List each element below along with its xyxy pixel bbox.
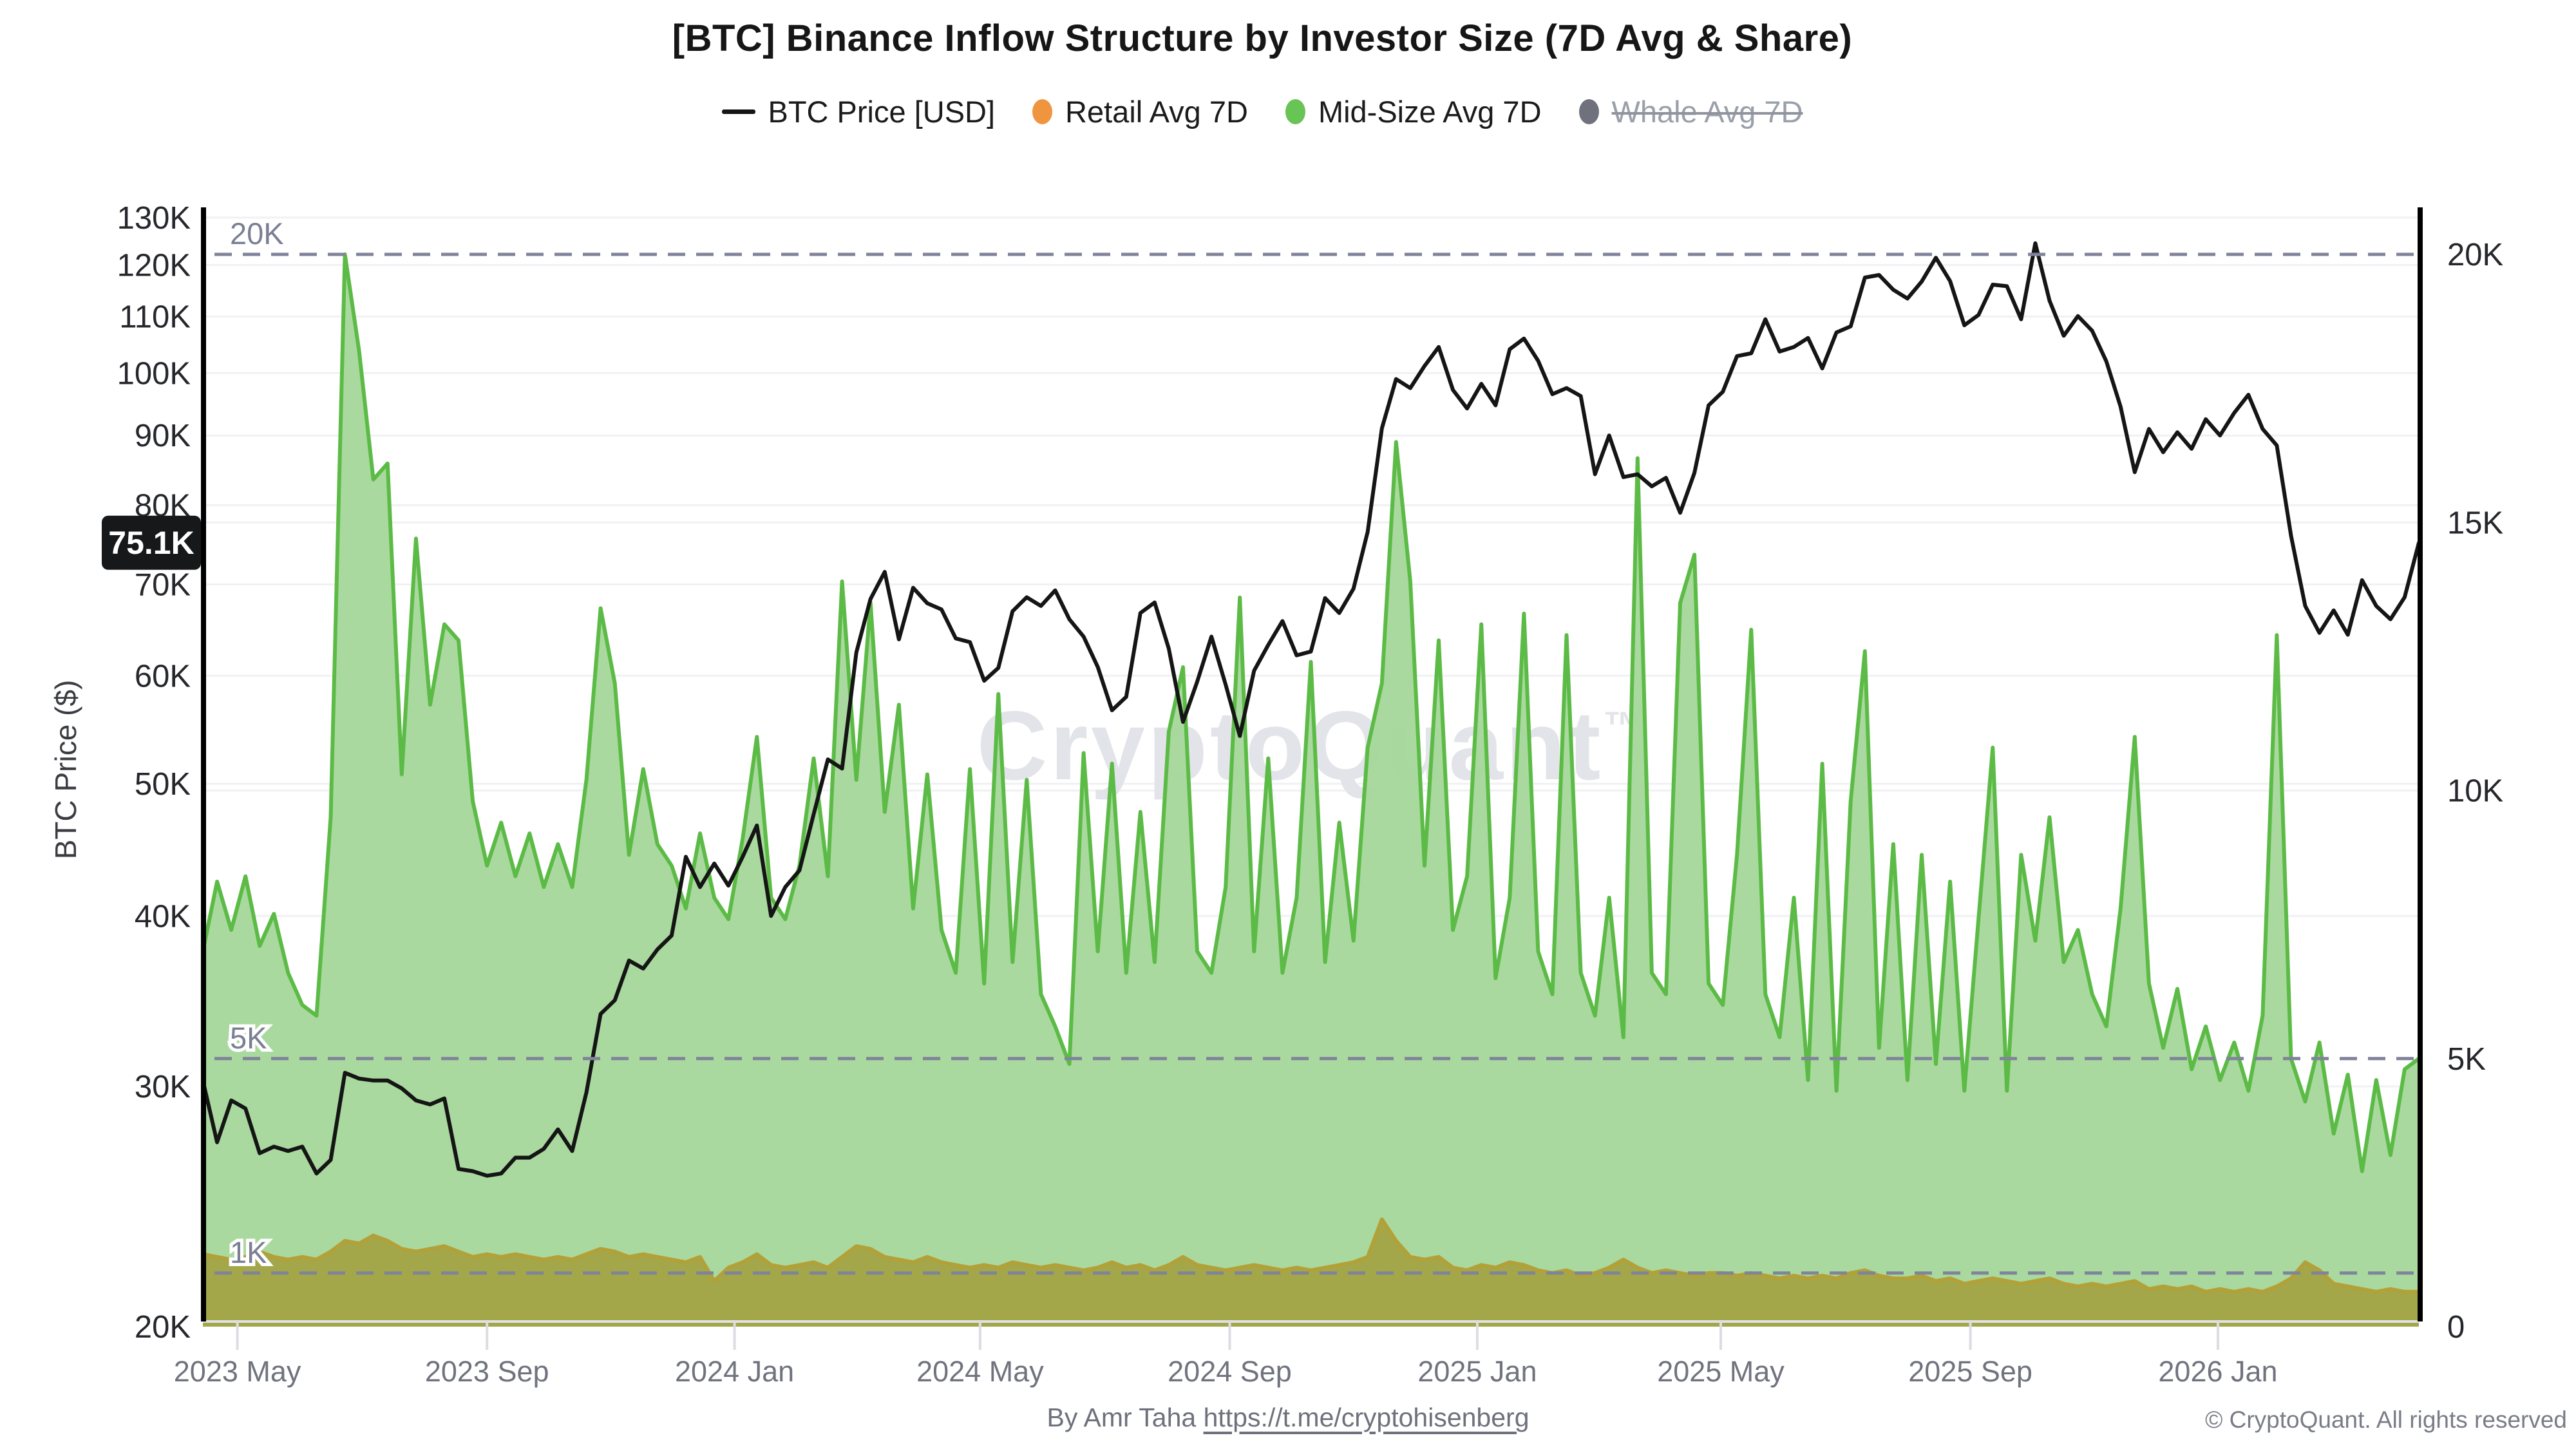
line-swatch-icon (721, 109, 755, 114)
x-tick-label: 2025 Sep (1908, 1355, 2032, 1388)
x-tick-label: 2024 May (916, 1355, 1044, 1388)
left-tick-label: 60K (135, 659, 191, 694)
legend-item-retail[interactable]: Retail Avg 7D (1032, 94, 1248, 129)
x-tick-label: 2024 Sep (1168, 1355, 1292, 1388)
dot-icon (1032, 99, 1053, 124)
legend-label: Whale Avg 7D (1611, 95, 1803, 129)
y-axis-title: BTC Price ($) (49, 680, 82, 860)
x-tick-label: 2023 Sep (425, 1355, 549, 1388)
midsize-line (201, 252, 2420, 1173)
right-axis-labels: 20K 15K 10K 5K 0 (2447, 238, 2504, 1345)
level-label-5K: 5K (230, 1021, 267, 1055)
right-tick-label: 15K (2447, 506, 2504, 540)
left-tick-label: 20K (135, 1310, 191, 1345)
x-tick-label: 2023 May (174, 1355, 301, 1388)
left-tick-label: 110K (119, 300, 191, 335)
left-tick-label: 100K (117, 356, 191, 391)
right-tick-label: 20K (2447, 238, 2504, 272)
right-tick-label: 10K (2447, 774, 2504, 809)
retail-area (203, 1219, 2419, 1327)
footer-credit: By Amr Taha https://t.me/cryptohisenberg (0, 1403, 2576, 1433)
legend-label: Retail Avg 7D (1065, 95, 1248, 129)
chart-title: [BTC] Binance Inflow Structure by Invest… (672, 17, 1853, 59)
dot-icon (1578, 99, 1599, 124)
left-tick-label: 120K (117, 249, 191, 283)
svg-text:75.1K: 75.1K (108, 525, 194, 561)
legend: BTC Price [USD] Retail Avg 7D Mid-Size A… (0, 94, 2524, 129)
left-tick-label: 40K (135, 899, 191, 934)
right-tick-label: 0 (2447, 1310, 2465, 1345)
retail-line (202, 1217, 2419, 1294)
credit-link[interactable]: https://t.me/cryptohisenberg (1203, 1403, 1530, 1432)
left-tick-label: 70K (135, 568, 191, 603)
right-tick-label: 5K (2447, 1042, 2486, 1077)
current-price-badge: 75.1K (102, 515, 201, 570)
left-tick-label: 130K (117, 201, 191, 236)
left-tick-label: 90K (135, 419, 191, 453)
legend-item-btc-price[interactable]: BTC Price [USD] (721, 94, 996, 129)
x-tick-label: 2026 Jan (2158, 1355, 2277, 1388)
dashed-levels: 20K 5K 1K (214, 213, 2419, 1275)
legend-label: BTC Price [USD] (768, 95, 996, 129)
btc-price-line (201, 241, 2421, 1178)
level-label-1K: 1K (230, 1235, 267, 1269)
left-tick-label: 50K (135, 767, 191, 802)
x-tick-label: 2025 Jan (1417, 1355, 1537, 1388)
legend-item-whale[interactable]: Whale Avg 7D (1578, 94, 1803, 129)
footer-copyright: © CryptoQuant. All rights reserved (2205, 1406, 2567, 1433)
x-tick-label: 2025 May (1657, 1355, 1785, 1388)
x-axis: 2023 May 2023 Sep 2024 Jan 2024 May 2024 Sep… (174, 1321, 2278, 1388)
legend-label: Mid-Size Avg 7D (1318, 95, 1542, 129)
left-tick-label: 30K (135, 1070, 191, 1104)
level-label-20K: 20K (230, 216, 284, 251)
dot-icon (1285, 99, 1305, 124)
legend-item-midsize[interactable]: Mid-Size Avg 7D (1285, 94, 1542, 129)
x-tick-label: 2024 Jan (675, 1355, 794, 1388)
credit-text: By Amr Taha (1046, 1403, 1204, 1432)
